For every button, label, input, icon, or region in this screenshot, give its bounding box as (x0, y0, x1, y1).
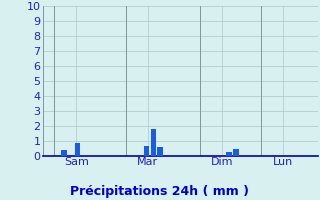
Text: Précipitations 24h ( mm ): Précipitations 24h ( mm ) (70, 185, 250, 198)
Bar (226, 152, 232, 156)
Bar (144, 146, 149, 156)
Bar (233, 149, 239, 156)
Bar (75, 142, 80, 156)
Bar (61, 150, 67, 156)
Bar (157, 147, 163, 156)
Bar (150, 129, 156, 156)
